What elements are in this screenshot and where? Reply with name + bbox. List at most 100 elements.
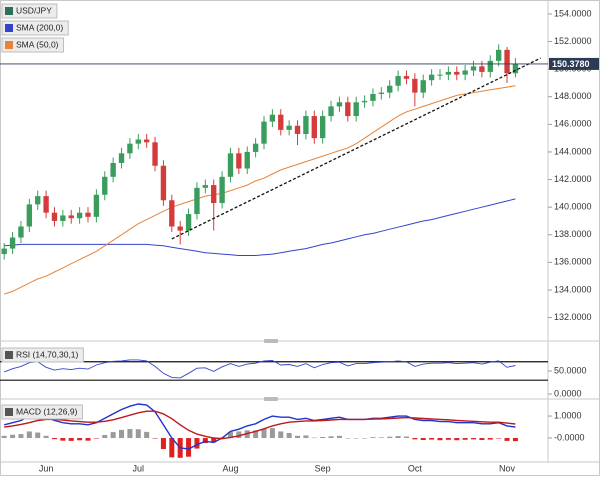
histogram-bar — [303, 435, 309, 439]
candle-body — [387, 85, 393, 93]
histogram-bar — [462, 438, 468, 440]
candle-body — [1, 248, 7, 255]
legend-entry-box — [1, 20, 69, 36]
candle-body — [177, 226, 183, 231]
histogram-bar — [437, 438, 443, 441]
histogram-bar — [10, 434, 16, 439]
candle-body — [26, 204, 33, 227]
candle-body — [495, 49, 502, 61]
histogram-bar — [51, 438, 57, 440]
candle-body — [336, 102, 343, 107]
histogram-bar — [110, 432, 116, 439]
pane-title-swatch — [5, 351, 13, 359]
legend-entry: SMA (200,0) — [16, 22, 63, 32]
histogram-bar — [26, 431, 32, 439]
histogram-bar — [135, 429, 141, 439]
candle-body — [470, 66, 477, 71]
histogram-bar — [336, 435, 342, 439]
candle-body — [370, 93, 376, 101]
candle-body — [395, 76, 401, 86]
legend-symbol-swatch — [5, 7, 13, 15]
candle-body — [118, 153, 125, 163]
candle-body — [185, 214, 192, 231]
candle-body — [76, 212, 83, 219]
histogram-bar — [420, 438, 426, 441]
histogram-bar — [353, 438, 359, 439]
candle-body — [286, 125, 292, 130]
y-tick-label: 152.0000 — [554, 36, 592, 46]
sma-line — [4, 85, 516, 295]
y-tick-label: -0.0000 — [554, 432, 585, 442]
candle-body — [43, 196, 49, 213]
histogram-bar — [227, 432, 233, 439]
candle-body — [18, 226, 24, 238]
histogram-bar — [345, 438, 351, 439]
candle-body — [219, 176, 225, 204]
histogram-bar — [269, 428, 275, 439]
candle-body — [93, 194, 100, 217]
candle-body — [261, 121, 267, 144]
y-tick-label: 0.0000 — [554, 388, 582, 398]
y-tick-label: 132.0000 — [554, 312, 592, 322]
histogram-bar — [496, 438, 502, 439]
histogram-bar — [479, 438, 485, 441]
x-tick-label: Jul — [133, 463, 145, 473]
histogram-bar — [85, 438, 91, 441]
histogram-bar — [119, 429, 125, 439]
candle-body — [68, 215, 74, 219]
candle-body — [35, 196, 41, 205]
histogram-bar — [445, 438, 451, 440]
trend-line — [171, 57, 541, 240]
candle-body — [378, 92, 385, 94]
pane-handle[interactable] — [264, 397, 278, 401]
histogram-bar — [211, 438, 217, 443]
candle-body — [227, 153, 234, 177]
x-tick-label: Oct — [408, 463, 423, 473]
candle-body — [278, 114, 284, 130]
histogram-bar — [429, 438, 435, 440]
candle-body — [420, 80, 426, 93]
candle-body — [194, 187, 200, 215]
histogram-bar — [1, 435, 7, 439]
y-tick-label: 136.0000 — [554, 257, 592, 267]
histogram-bar — [253, 430, 259, 439]
last-price-label: 150.3780 — [552, 59, 590, 69]
histogram-bar — [102, 434, 108, 439]
candle-body — [512, 63, 519, 74]
histogram-bar — [261, 428, 267, 439]
candle-body — [353, 102, 359, 117]
candle-body — [403, 76, 410, 79]
histogram-bar — [378, 437, 384, 439]
histogram-bar — [169, 438, 175, 458]
histogram-bar — [93, 438, 99, 439]
histogram-bar — [454, 438, 460, 441]
histogram-bar — [152, 438, 158, 439]
pane-title: MACD (12,26,9) — [16, 406, 78, 416]
y-tick-label: 1.0000 — [554, 410, 582, 420]
candle-body — [9, 237, 16, 249]
y-tick-label: 154.0000 — [554, 8, 592, 18]
histogram-bar — [504, 438, 510, 441]
candle-body — [60, 215, 66, 221]
histogram-bar — [320, 436, 326, 439]
candle-body — [160, 165, 167, 201]
histogram-bar — [286, 432, 292, 439]
macd-line — [4, 410, 516, 440]
y-tick-label: 142.0000 — [554, 174, 592, 184]
y-tick-label: 144.0000 — [554, 146, 592, 156]
histogram-bar — [278, 431, 284, 439]
candle-body — [428, 74, 435, 81]
candle-body — [252, 143, 259, 152]
legend-symbol: USD/JPY — [16, 5, 52, 15]
histogram-bar — [60, 438, 66, 441]
histogram-bar — [328, 436, 334, 439]
x-tick-label: Nov — [499, 463, 516, 473]
histogram-bar — [471, 438, 477, 440]
candle-body — [487, 60, 493, 72]
candle-body — [445, 71, 452, 75]
histogram-bar — [395, 436, 401, 439]
candle-body — [211, 185, 217, 204]
pane-handle[interactable] — [264, 339, 278, 343]
histogram-bar — [311, 437, 317, 439]
